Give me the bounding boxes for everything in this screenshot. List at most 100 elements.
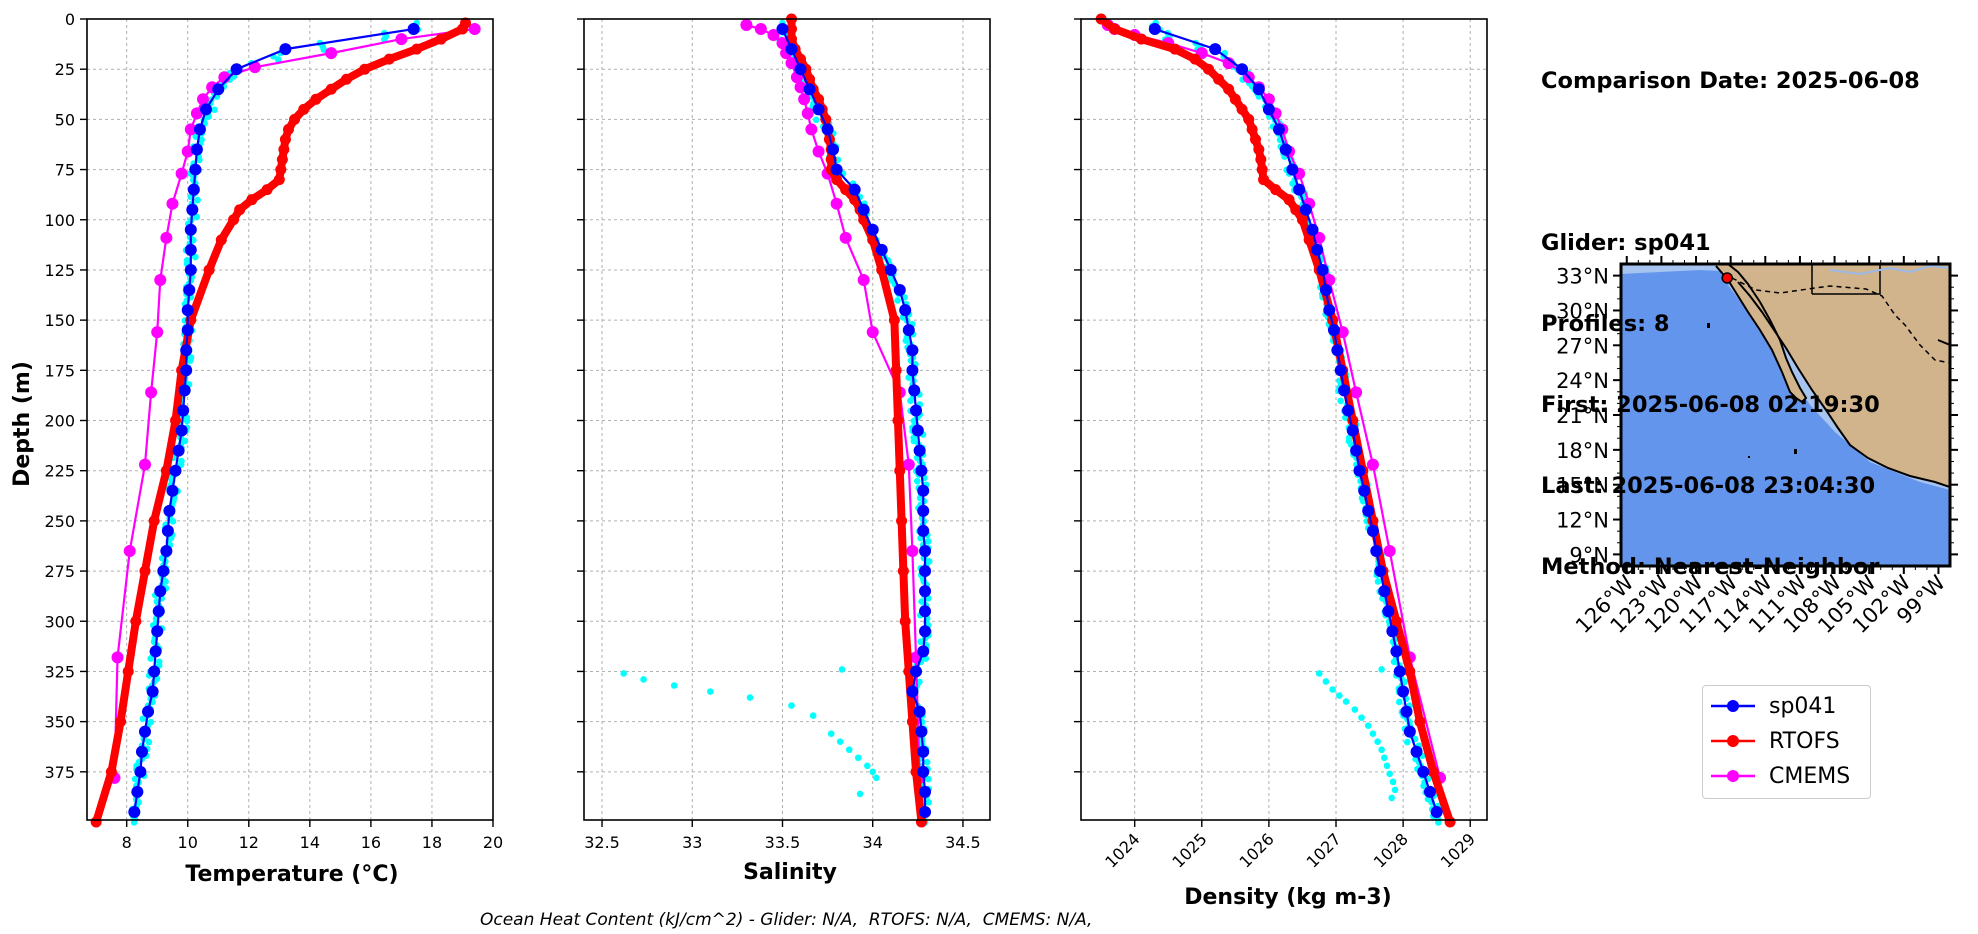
glider-raw-point: [183, 417, 191, 425]
series-point-rtofs: [435, 33, 447, 45]
glider-raw-point: [1404, 738, 1411, 746]
glider-raw-point: [1289, 180, 1296, 187]
series-point-rtofs: [786, 23, 798, 35]
glider-raw-point: [1337, 397, 1344, 405]
series-cmems: [108, 23, 481, 784]
x-tick-label: 1025: [1168, 829, 1210, 871]
glider-raw-points: [620, 19, 933, 826]
land-mainland: [1720, 264, 1950, 487]
series-point-rtofs: [876, 264, 888, 276]
series-point-sp041: [1382, 605, 1395, 618]
series-point-sp041: [915, 725, 928, 738]
series-point-sp041: [1370, 544, 1383, 557]
series-point-rtofs: [1246, 123, 1258, 135]
glider-outlier-point: [1381, 754, 1388, 762]
island-socorro: [1748, 456, 1750, 458]
series-point-cmems: [794, 81, 807, 94]
series-point-sp041: [915, 464, 928, 477]
island-guadalupe: [1707, 323, 1710, 328]
series-point-cmems: [190, 107, 203, 120]
x-tick-label: 32.5: [584, 833, 620, 852]
series-point-rtofs: [275, 164, 287, 176]
y-tick-label: 350: [44, 713, 75, 732]
series-point-rtofs: [298, 103, 310, 115]
series-point-rtofs: [1189, 53, 1201, 65]
series-point-rtofs: [278, 143, 290, 155]
series-point-rtofs: [831, 174, 843, 186]
method: Method: Nearest-Neighbor: [1541, 554, 1880, 580]
series-point-rtofs: [1414, 716, 1426, 728]
series-point-sp041: [1374, 565, 1387, 578]
glider-raw-point: [907, 397, 914, 405]
series-point-sp041: [1209, 43, 1222, 56]
series-point-sp041: [893, 284, 906, 297]
series-point-sp041: [917, 745, 930, 758]
x-tick-label: 8: [122, 833, 132, 852]
series-point-sp041: [187, 183, 200, 196]
glider-outlier-point: [1389, 778, 1397, 786]
series-point-sp041: [908, 384, 921, 397]
series-point-sp041: [151, 625, 164, 638]
glider-raw-point: [192, 133, 200, 140]
series-point-rtofs: [1236, 103, 1248, 115]
series-point-sp041: [902, 324, 915, 337]
series-point-sp041: [128, 805, 141, 818]
comparison-date: Comparison Date: 2025-06-08: [1541, 68, 1920, 94]
series-point-sp041: [906, 364, 919, 377]
series-point-rtofs: [894, 465, 906, 477]
series-point-rtofs: [899, 615, 911, 627]
series-point-sp041: [1358, 484, 1371, 497]
glider-raw-point: [925, 775, 932, 783]
legend-swatch-rtofs: [1711, 735, 1755, 747]
series-point-sp041: [161, 524, 174, 537]
series-point-sp041: [917, 765, 930, 778]
series-point-sp041: [154, 585, 167, 598]
series-point-sp041: [919, 544, 932, 557]
lat-tick-label: 24°N: [1556, 369, 1609, 393]
glider-outlier-point: [845, 746, 853, 754]
ocean-heat-content-note: Ocean Heat Content (kJ/cm^2) - Glider: N…: [480, 910, 1093, 930]
series-point-sp041: [200, 103, 213, 116]
series-line-sp041: [133, 27, 415, 814]
glider-raw-point: [902, 337, 910, 344]
series-point-sp041: [1400, 705, 1413, 718]
series-point-rtofs: [1283, 194, 1295, 206]
series-point-rtofs: [383, 53, 395, 65]
series-point-sp041: [1279, 143, 1292, 156]
series-point-rtofs: [892, 415, 904, 427]
glider-raw-point: [925, 799, 932, 806]
series-point-sp041: [1390, 645, 1403, 658]
state-borders: [1811, 264, 1881, 295]
glider-outlier-point: [1386, 770, 1393, 778]
series-point-sp041: [812, 103, 825, 116]
series-line-cmems: [1106, 23, 1442, 779]
x-tick-label: 33.5: [765, 833, 801, 852]
first-time: First: 2025-06-08 02:19:30: [1541, 392, 1880, 418]
y-tick-label: 100: [44, 211, 75, 230]
series-point-sp041: [1334, 364, 1347, 377]
series-point-rtofs: [234, 204, 246, 216]
series-point-cmems: [139, 458, 151, 471]
glider-raw-points: [1148, 19, 1442, 826]
series-point-rtofs: [203, 264, 215, 276]
legend-label-cmems: CMEMS: [1769, 763, 1851, 789]
y-axis-label: Depth (m): [10, 361, 35, 487]
series-point-rtofs: [1223, 83, 1235, 95]
series-point-sp041: [186, 203, 199, 216]
series-point-sp041: [821, 123, 834, 136]
series-point-sp041: [899, 304, 912, 317]
series-point-sp041: [1346, 424, 1359, 437]
series-point-sp041: [913, 444, 926, 457]
series-point-rtofs: [160, 465, 172, 477]
glider-raw-point: [812, 116, 820, 124]
series-point-sp041: [184, 263, 197, 276]
series-point-rtofs: [325, 83, 337, 95]
y-tick-label: 0: [65, 10, 75, 29]
legend-item-rtofs: RTOFS: [1711, 724, 1840, 758]
comparison-info: Comparison Date: 2025-06-08 Glider: sp04…: [1541, 14, 1920, 608]
glider-location-marker: [1721, 272, 1733, 284]
x-tick-label: 34.5: [945, 833, 981, 852]
glider-raw-point: [910, 437, 918, 445]
x-tick-label: 1026: [1236, 829, 1278, 871]
legend-label-rtofs: RTOFS: [1769, 728, 1840, 754]
